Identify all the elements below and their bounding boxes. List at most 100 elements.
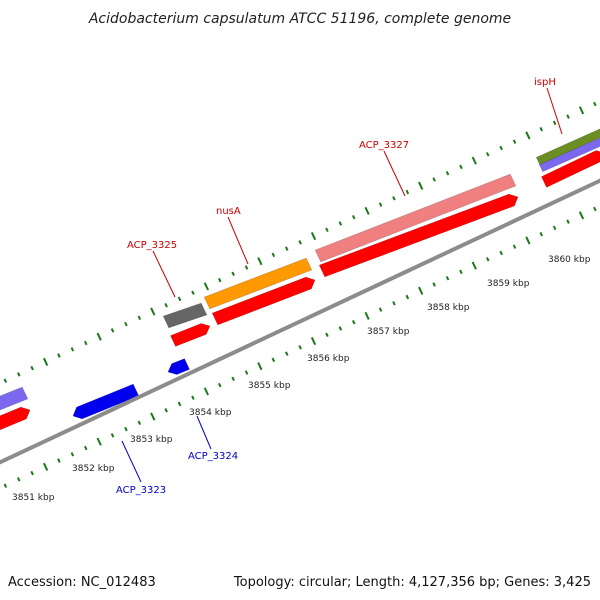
- minor-tick-mark: [124, 321, 128, 327]
- major-tick-mark: [364, 206, 370, 215]
- feature-acp-3327-cds[interactable]: [318, 193, 519, 278]
- minor-tick-mark: [137, 420, 142, 426]
- inner-tick-track: [3, 206, 597, 488]
- minor-tick-mark: [70, 347, 75, 352]
- gene-label-acp-3325[interactable]: ACP_3325: [127, 240, 177, 251]
- minor-tick-mark: [378, 307, 383, 312]
- minor-tick-mark: [459, 164, 463, 170]
- minor-tick-mark: [70, 452, 75, 457]
- feature-isph-cds[interactable]: [541, 150, 600, 188]
- feature-acp-3324[interactable]: [167, 358, 190, 375]
- tick-label: 3854 kbp: [189, 408, 232, 418]
- minor-tick-mark: [512, 244, 517, 249]
- minor-tick-mark: [271, 357, 276, 363]
- minor-tick-mark: [552, 225, 557, 231]
- minor-tick-mark: [284, 246, 289, 251]
- feature-track: [0, 127, 600, 433]
- major-tick-mark: [96, 332, 102, 341]
- minor-tick-mark: [57, 353, 61, 358]
- minor-tick-mark: [83, 445, 88, 451]
- minor-tick-mark: [351, 214, 356, 220]
- minor-tick-mark: [351, 319, 356, 325]
- major-tick-mark: [418, 286, 424, 295]
- gene-label-isph[interactable]: ispH: [534, 77, 556, 88]
- minor-tick-mark: [499, 250, 503, 256]
- gene-label-leader: [383, 150, 406, 197]
- tick-label: 3860 kbp: [548, 255, 591, 265]
- feature-left-cds[interactable]: [0, 406, 31, 433]
- tick-label: 3851 kbp: [12, 493, 55, 503]
- major-tick-mark: [203, 282, 210, 291]
- minor-tick-mark: [432, 177, 436, 182]
- minor-tick-mark: [566, 219, 570, 224]
- major-tick-mark: [471, 261, 477, 270]
- minor-tick-mark: [593, 206, 597, 212]
- major-tick-mark: [525, 236, 531, 245]
- minor-tick-mark: [83, 340, 88, 346]
- major-tick-mark: [257, 362, 263, 371]
- tick-label: 3853 kbp: [130, 435, 173, 445]
- feature-acp-3325-grey[interactable]: [162, 302, 208, 329]
- minor-tick-mark: [177, 401, 182, 407]
- feature-acp-3325-cds[interactable]: [170, 323, 211, 347]
- feature-isph-lavender[interactable]: [538, 136, 600, 172]
- tick-label: 3858 kbp: [427, 303, 470, 313]
- gene-label-acp-3327[interactable]: ACP_3327: [359, 140, 409, 151]
- minor-tick-mark: [405, 189, 410, 195]
- minor-tick-mark: [405, 294, 410, 300]
- minor-tick-mark: [593, 101, 597, 107]
- feature-acp-3327-rrna[interactable]: [314, 173, 517, 263]
- gene-label-leader: [196, 415, 212, 450]
- major-tick-mark: [578, 211, 585, 220]
- major-tick-mark: [203, 387, 210, 396]
- minor-tick-mark: [164, 302, 168, 308]
- gene-label-leader: [227, 216, 249, 265]
- tick-label: 3857 kbp: [367, 327, 410, 337]
- minor-tick-mark: [16, 372, 21, 377]
- major-tick-mark: [310, 336, 317, 346]
- minor-tick-mark: [325, 227, 329, 233]
- minor-tick-mark: [539, 231, 544, 237]
- major-tick-mark: [578, 106, 585, 115]
- minor-tick-mark: [298, 345, 302, 350]
- minor-tick-mark: [217, 382, 222, 388]
- minor-tick-mark: [552, 120, 557, 126]
- minor-tick-mark: [485, 257, 490, 262]
- major-tick-mark: [310, 231, 317, 241]
- tick-label: 3852 kbp: [72, 464, 115, 474]
- minor-tick-mark: [191, 290, 195, 295]
- major-tick-mark: [418, 181, 424, 190]
- minor-tick-mark: [231, 271, 235, 277]
- minor-tick-mark: [459, 269, 463, 275]
- minor-tick-mark: [298, 240, 302, 245]
- minor-tick-mark: [512, 139, 517, 144]
- feature-left-lavender[interactable]: [0, 386, 29, 413]
- minor-tick-mark: [271, 252, 276, 258]
- minor-tick-mark: [30, 365, 34, 371]
- minor-tick-mark: [432, 282, 436, 287]
- minor-tick-mark: [244, 370, 249, 375]
- gene-label-leader: [546, 87, 563, 135]
- minor-tick-mark: [539, 126, 544, 132]
- minor-tick-mark: [499, 145, 503, 151]
- feature-isph-olive[interactable]: [535, 127, 600, 165]
- minor-tick-mark: [57, 458, 61, 463]
- gene-label-acp-3323[interactable]: ACP_3323: [116, 485, 166, 496]
- minor-tick-mark: [445, 170, 450, 176]
- minor-tick-mark: [110, 433, 115, 438]
- major-tick-mark: [42, 462, 49, 471]
- major-tick-mark: [96, 437, 102, 446]
- gene-label-nusa[interactable]: nusA: [216, 206, 241, 217]
- major-tick-mark: [525, 131, 531, 140]
- major-tick-mark: [42, 357, 49, 366]
- major-tick-mark: [150, 412, 156, 421]
- minor-tick-mark: [445, 275, 450, 281]
- feature-acp-3323[interactable]: [72, 383, 140, 420]
- minor-tick-mark: [177, 296, 182, 302]
- feature-nusa-orange[interactable]: [203, 257, 313, 310]
- minor-tick-mark: [244, 265, 249, 270]
- minor-tick-mark: [392, 301, 396, 306]
- gene-label-acp-3324[interactable]: ACP_3324: [188, 451, 238, 462]
- feature-nusa-cds[interactable]: [211, 276, 316, 326]
